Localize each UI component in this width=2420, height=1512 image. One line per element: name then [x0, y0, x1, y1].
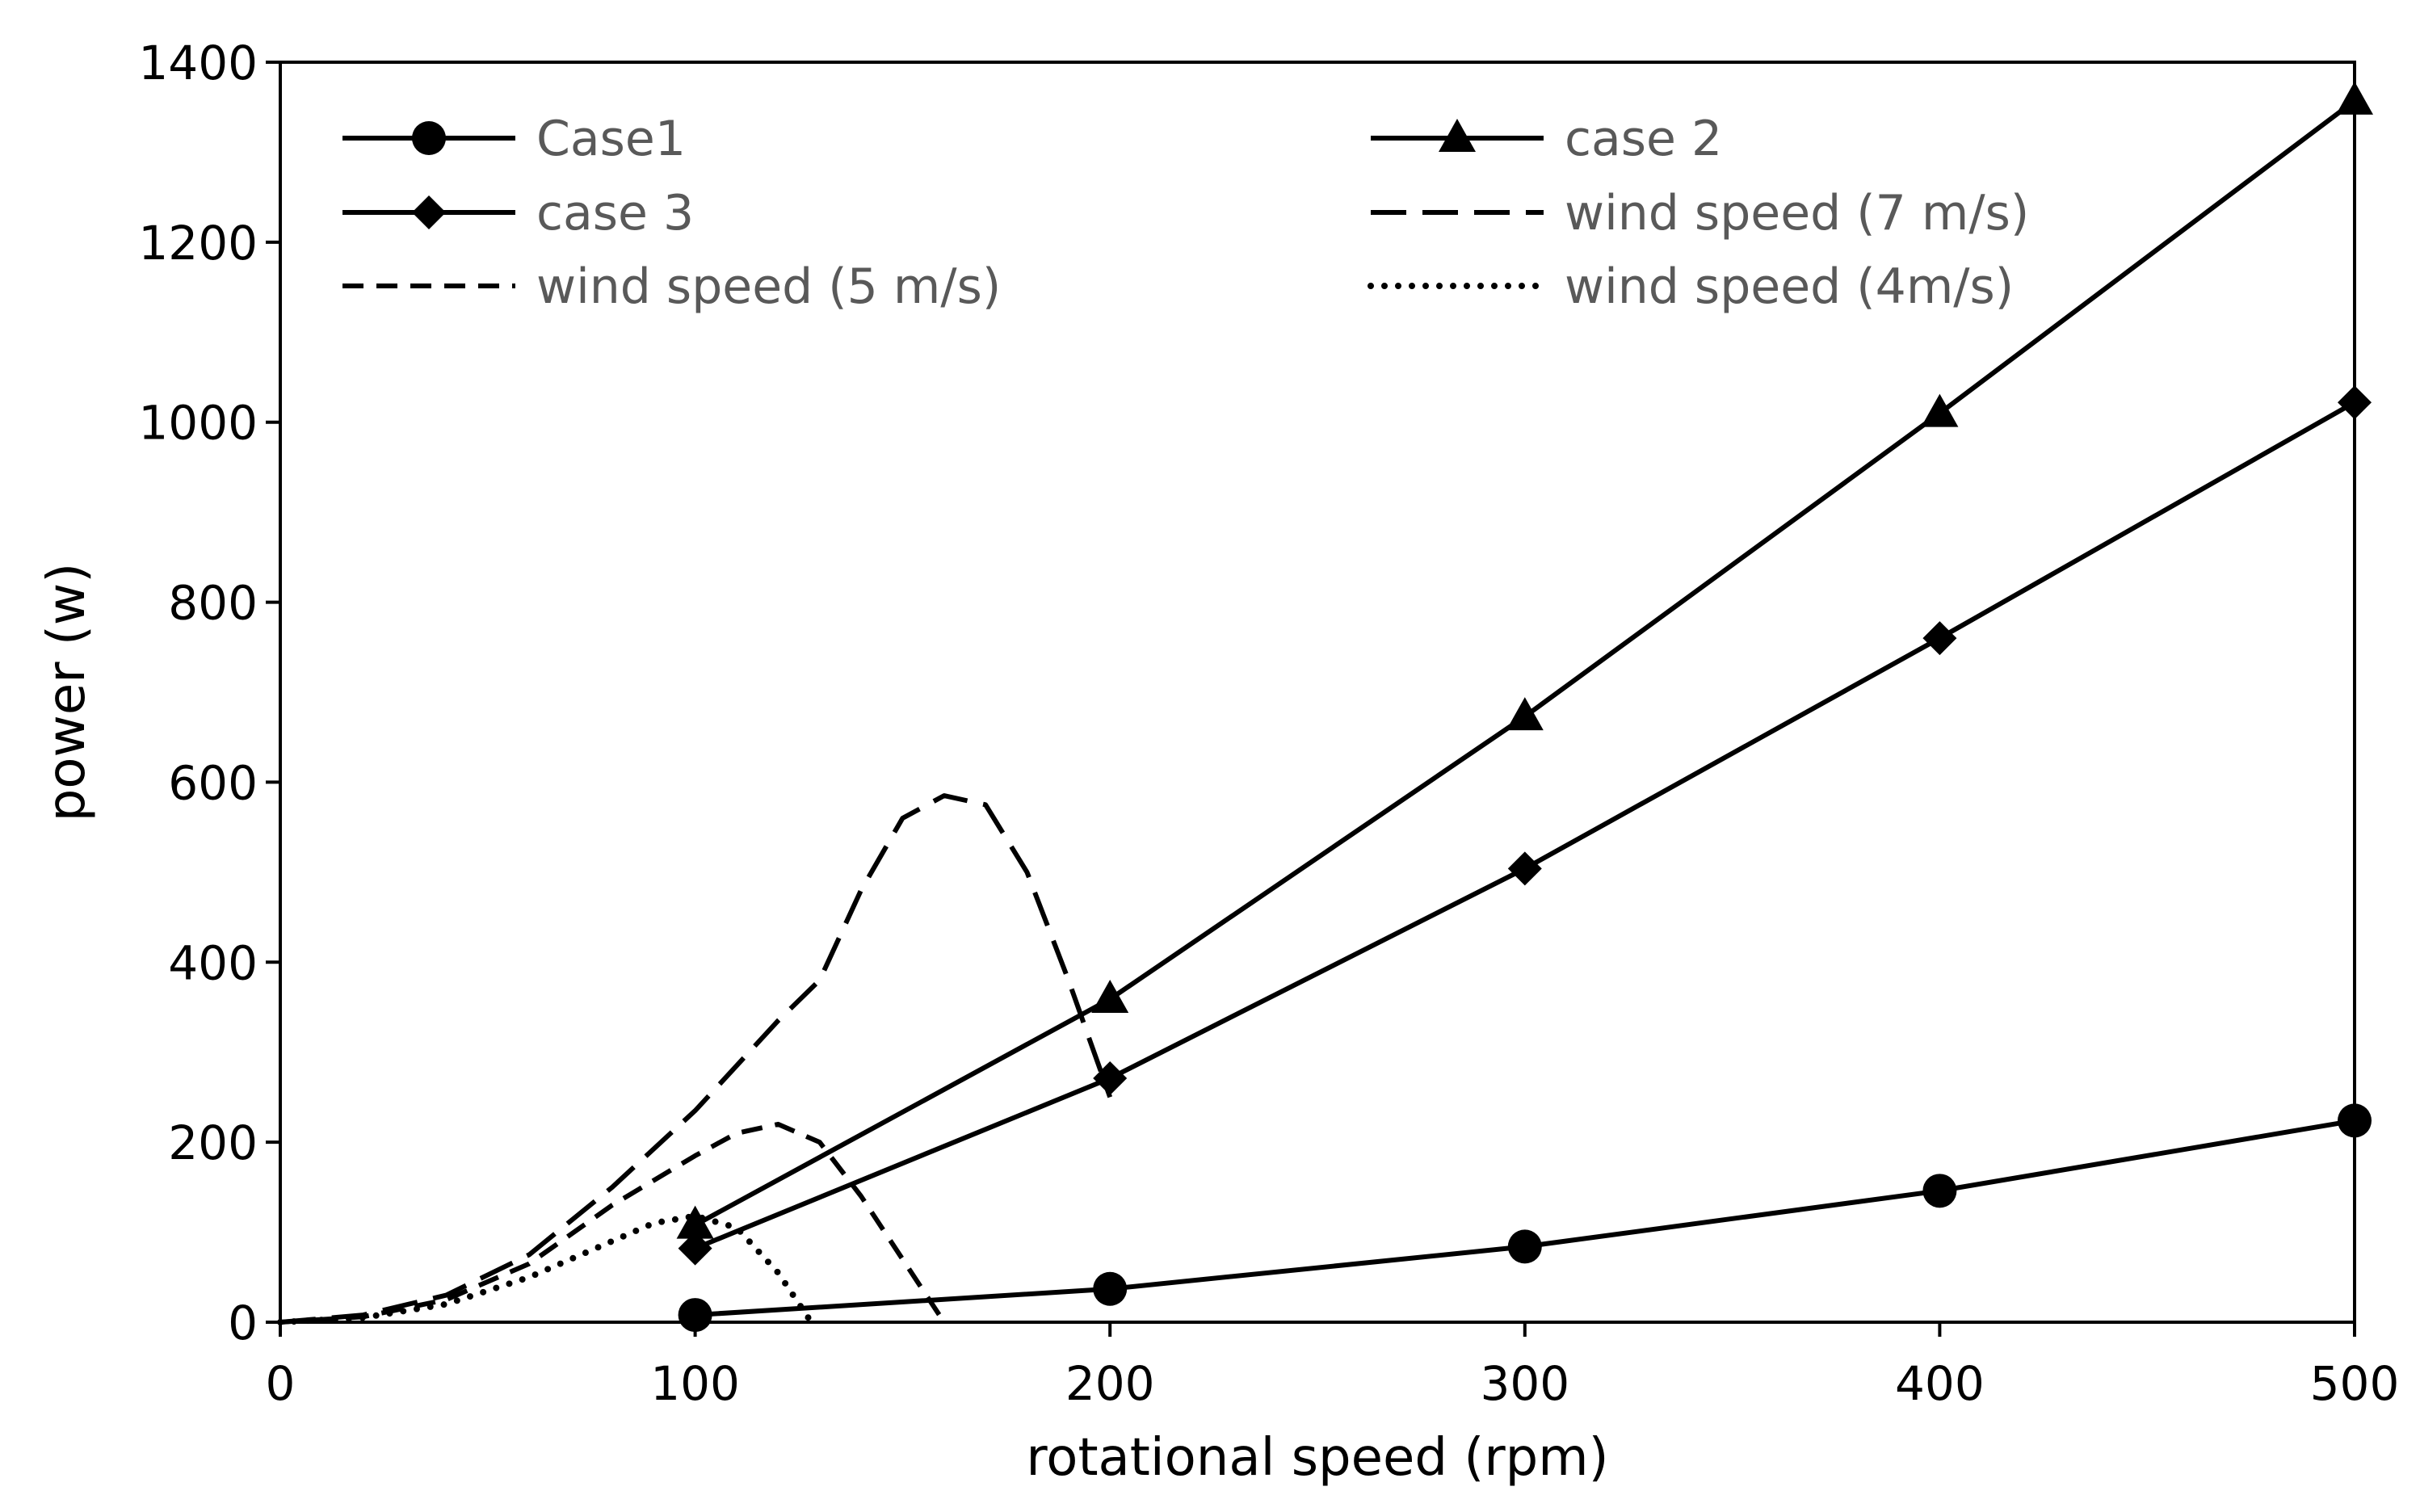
- x-axis-ticks: 0 100 200 300 400 500: [266, 1322, 2400, 1411]
- series-case1: [679, 1103, 2372, 1332]
- x-tick-label: 0: [266, 1356, 296, 1411]
- y-axis-label: power (w): [37, 563, 97, 821]
- legend-label-case-3: case 3: [536, 185, 694, 242]
- y-tick-label: 200: [168, 1115, 258, 1170]
- x-tick-label: 400: [1895, 1356, 1985, 1411]
- series-line-case1: [695, 1120, 2355, 1315]
- series-case-3: [679, 385, 2372, 1265]
- data-point-case1: [1508, 1229, 1542, 1263]
- y-tick-label: 600: [168, 755, 258, 810]
- data-point-case1: [679, 1298, 712, 1332]
- x-tick-label: 300: [1480, 1356, 1569, 1411]
- series-line-wind-speed-5-m-s: [280, 1124, 944, 1322]
- chart: 0 200 400 600 800 1000 1200 1400 0 100 200 300 400 5…: [0, 0, 2420, 1512]
- y-tick-label: 400: [168, 935, 258, 990]
- legend-marker-case-2: [1439, 119, 1476, 152]
- series-case-2: [677, 82, 2373, 1239]
- legend: Case1 case 2 case 3 wind speed (7 m/s) wind …: [342, 111, 2029, 315]
- legend-label-case-2: case 2: [1565, 111, 1722, 167]
- legend-label-case1: Case1: [536, 111, 686, 167]
- data-point-case-2: [1921, 394, 1958, 427]
- legend-label-wind-speed-4m-s: wind speed (4m/s): [1565, 258, 2014, 315]
- x-tick-label: 500: [2310, 1356, 2400, 1411]
- data-point-case1: [1093, 1272, 1127, 1306]
- data-point-case-2: [1506, 697, 1544, 730]
- y-axis-ticks: 0 200 400 600 800 1000 1200 1400: [138, 36, 280, 1350]
- legend-marker-case-3: [412, 195, 446, 229]
- y-tick-label: 1400: [138, 36, 258, 90]
- y-tick-label: 800: [168, 576, 258, 631]
- data-point-case-2: [1091, 980, 1128, 1013]
- legend-label-wind-speed-7-m-s: wind speed (7 m/s): [1565, 185, 2029, 242]
- legend-marker-case1: [412, 121, 446, 155]
- y-tick-label: 1200: [138, 216, 258, 271]
- series-wind-speed-5-m-s: [280, 1124, 944, 1322]
- x-axis-label: rotational speed (rpm): [1026, 1428, 1608, 1488]
- y-tick-label: 0: [228, 1296, 258, 1350]
- x-tick-label: 200: [1065, 1356, 1155, 1411]
- data-point-case1: [1922, 1174, 1956, 1208]
- y-tick-label: 1000: [138, 396, 258, 451]
- legend-label-wind-speed-5-m-s: wind speed (5 m/s): [536, 258, 1001, 315]
- x-tick-label: 100: [650, 1356, 740, 1411]
- data-point-case-3: [1922, 621, 1956, 655]
- data-point-case-3: [1508, 851, 1542, 885]
- series-line-case-3: [695, 402, 2355, 1248]
- plot-area-frame: [280, 62, 2355, 1322]
